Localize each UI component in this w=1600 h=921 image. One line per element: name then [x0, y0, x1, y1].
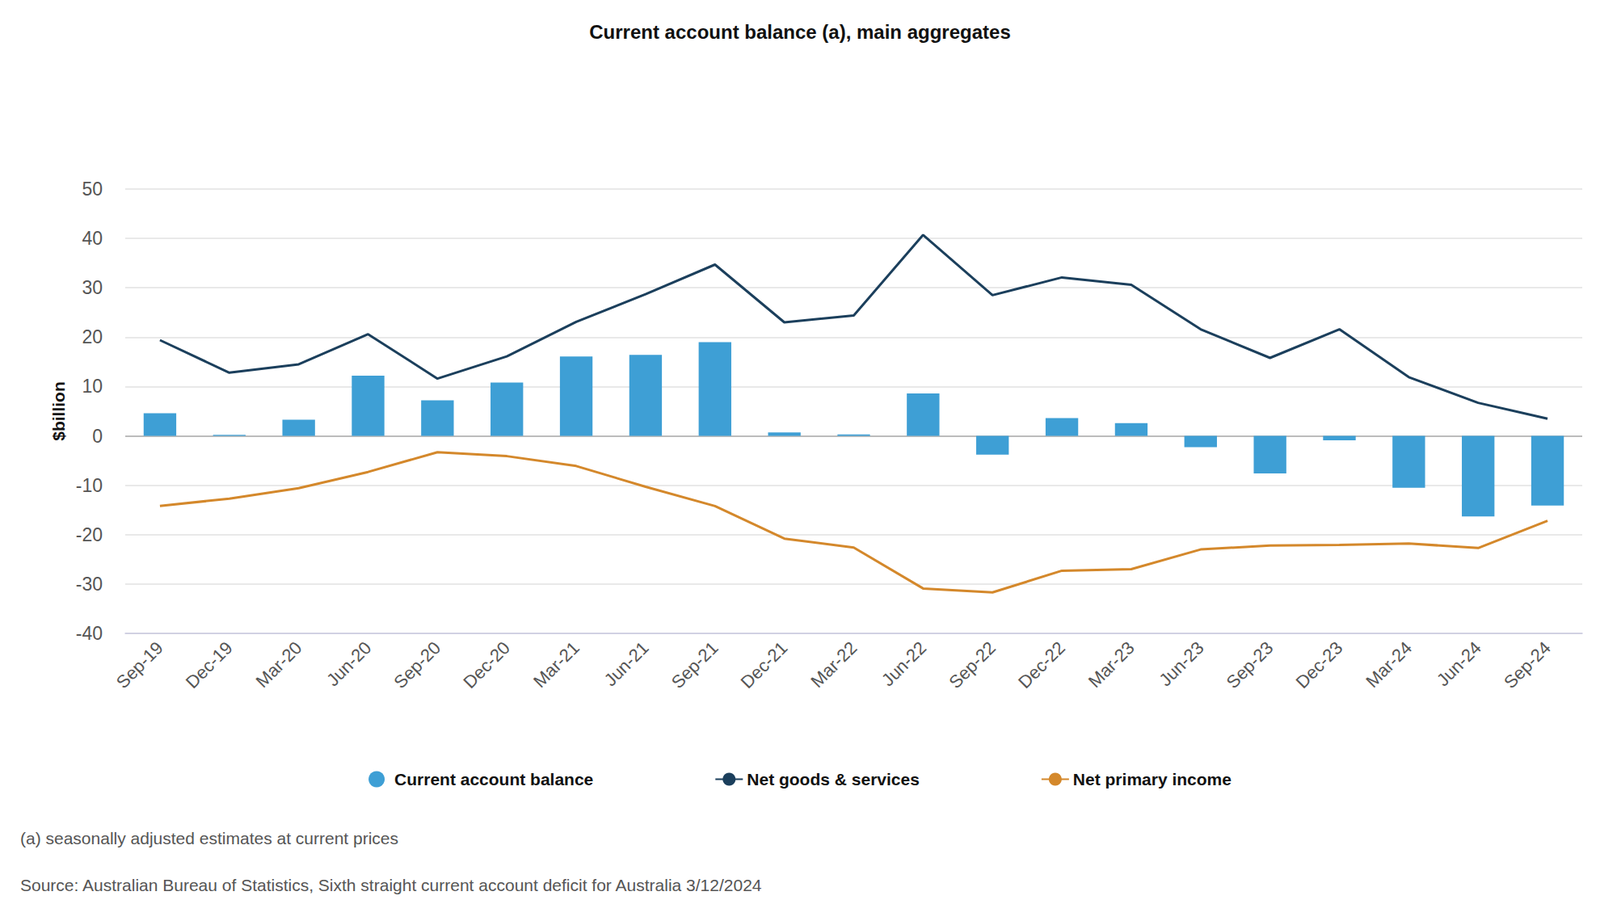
svg-text:Mar-21: Mar-21 — [529, 637, 584, 692]
svg-text:Sep-22: Sep-22 — [944, 637, 1000, 693]
svg-text:Dec-21: Dec-21 — [736, 637, 792, 693]
svg-text:Jun-24: Jun-24 — [1432, 637, 1486, 691]
svg-text:Net goods & services: Net goods & services — [746, 770, 920, 789]
svg-text:(a) seasonally adjusted estima: (a) seasonally adjusted estimates at cur… — [20, 829, 399, 848]
svg-text:Jun-22: Jun-22 — [877, 637, 931, 691]
svg-text:Dec-19: Dec-19 — [181, 637, 237, 693]
svg-text:-10: -10 — [75, 475, 103, 497]
svg-text:Jun-21: Jun-21 — [600, 637, 653, 691]
svg-text:Dec-20: Dec-20 — [458, 637, 514, 693]
svg-text:40: 40 — [81, 227, 103, 249]
svg-text:Jun-20: Jun-20 — [322, 637, 375, 691]
svg-text:30: 30 — [81, 277, 103, 299]
svg-text:Jun-23: Jun-23 — [1154, 637, 1208, 691]
svg-text:Sep-20: Sep-20 — [389, 637, 445, 693]
svg-text:10: 10 — [81, 375, 103, 397]
svg-text:0: 0 — [92, 425, 103, 447]
svg-text:-40: -40 — [75, 623, 103, 645]
svg-text:Sep-23: Sep-23 — [1222, 637, 1278, 693]
svg-text:Sep-24: Sep-24 — [1499, 637, 1555, 693]
svg-text:20: 20 — [81, 326, 103, 348]
svg-text:Mar-24: Mar-24 — [1361, 637, 1416, 692]
svg-text:Mar-22: Mar-22 — [806, 637, 861, 692]
svg-text:-30: -30 — [75, 573, 103, 595]
svg-text:Source: Australian Bureau of S: Source: Australian Bureau of Statistics,… — [20, 875, 763, 895]
svg-text:Mar-20: Mar-20 — [252, 637, 307, 692]
svg-text:Sep-19: Sep-19 — [112, 637, 168, 693]
svg-text:-20: -20 — [75, 524, 103, 546]
svg-text:Dec-22: Dec-22 — [1014, 637, 1070, 693]
svg-text:50: 50 — [81, 178, 103, 200]
svg-text:Sep-21: Sep-21 — [667, 637, 723, 693]
svg-text:Mar-23: Mar-23 — [1084, 637, 1139, 692]
svg-text:$billion: $billion — [49, 381, 68, 442]
svg-text:Net primary income: Net primary income — [1073, 770, 1232, 789]
svg-text:Current account balance (a), m: Current account balance (a), main aggreg… — [589, 21, 1011, 43]
svg-text:Dec-23: Dec-23 — [1292, 637, 1348, 693]
svg-text:Current account balance: Current account balance — [394, 770, 594, 789]
